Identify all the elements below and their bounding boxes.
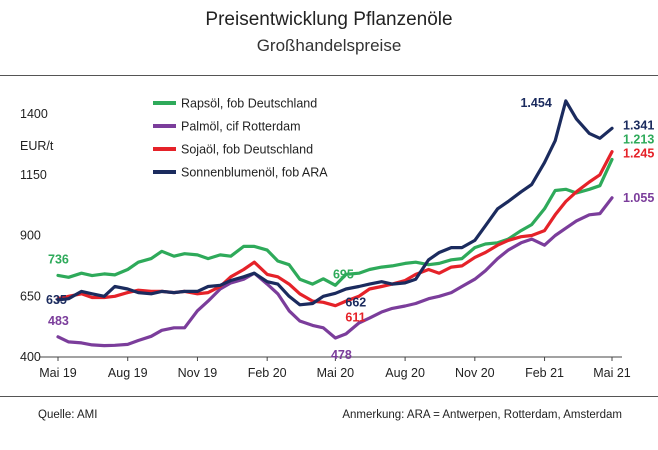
- y-tick-label: 900: [20, 229, 41, 243]
- data-label: 1.341: [623, 118, 654, 132]
- y-tick-label: 1400: [20, 107, 48, 121]
- data-label: 695: [333, 267, 354, 281]
- chart-title: Preisentwicklung Pflanzenöle: [205, 9, 453, 30]
- x-tick-label: Feb 20: [248, 366, 287, 380]
- data-label: 478: [331, 348, 352, 362]
- data-label: 662: [345, 295, 366, 309]
- bottom-divider: [0, 396, 658, 397]
- series-line: [56, 157, 614, 287]
- line-chart: 400 650 900 1150 1400 EUR/t Mai 19 Aug 19 Nov 19…: [20, 96, 654, 380]
- x-tick-label: Mai 19: [39, 366, 77, 380]
- data-label: 736: [48, 252, 69, 266]
- data-label: 483: [48, 314, 69, 328]
- axes: 400 650 900 1150 1400 EUR/t Mai 19 Aug 19 Nov 19…: [20, 107, 631, 380]
- x-tick-label: Nov 19: [178, 366, 218, 380]
- y-tick-label: 1150: [20, 168, 47, 182]
- data-label: 611: [345, 311, 365, 325]
- data-label: 1.213: [623, 132, 654, 146]
- x-tick-label: Mai 20: [317, 366, 355, 380]
- legend: Rapsöl, fob Deutschland Palmöl, cif Rotte…: [153, 97, 328, 180]
- x-tick-label: Mai 21: [593, 366, 631, 380]
- x-tick-label: Feb 21: [525, 366, 564, 380]
- legend-label: Rapsöl, fob Deutschland: [181, 97, 317, 111]
- series-line: [56, 196, 614, 348]
- data-label: 1.055: [623, 191, 654, 205]
- data-label: 1.454: [520, 96, 551, 110]
- series-lines: [56, 99, 614, 348]
- y-tick-label: 650: [20, 289, 41, 303]
- abbreviation-note: Anmerkung: ARA = Antwerpen, Rotterdam, A…: [342, 409, 622, 421]
- data-label: 635: [46, 293, 67, 307]
- x-tick-label: Aug 20: [385, 366, 425, 380]
- legend-label: Sonnenblumenöl, fob ARA: [181, 166, 328, 180]
- chart-subtitle: Großhandelspreise: [256, 36, 402, 55]
- series-line: [56, 150, 614, 308]
- legend-label: Palmöl, cif Rotterdam: [181, 120, 300, 134]
- source-note: Quelle: AMI: [38, 409, 98, 421]
- series-line: [56, 99, 614, 307]
- x-tick-label: Nov 20: [455, 366, 495, 380]
- top-divider: [0, 75, 658, 76]
- data-label: 1.245: [623, 147, 654, 161]
- x-tick-label: Aug 19: [108, 366, 148, 380]
- legend-label: Sojaöl, fob Deutschland: [181, 143, 313, 157]
- y-tick-label: 400: [20, 350, 41, 364]
- y-axis-unit: EUR/t: [20, 139, 54, 153]
- data-labels: 736 483 635 695 662 611 478 1.454 1.341 1.2451.21…: [46, 96, 654, 362]
